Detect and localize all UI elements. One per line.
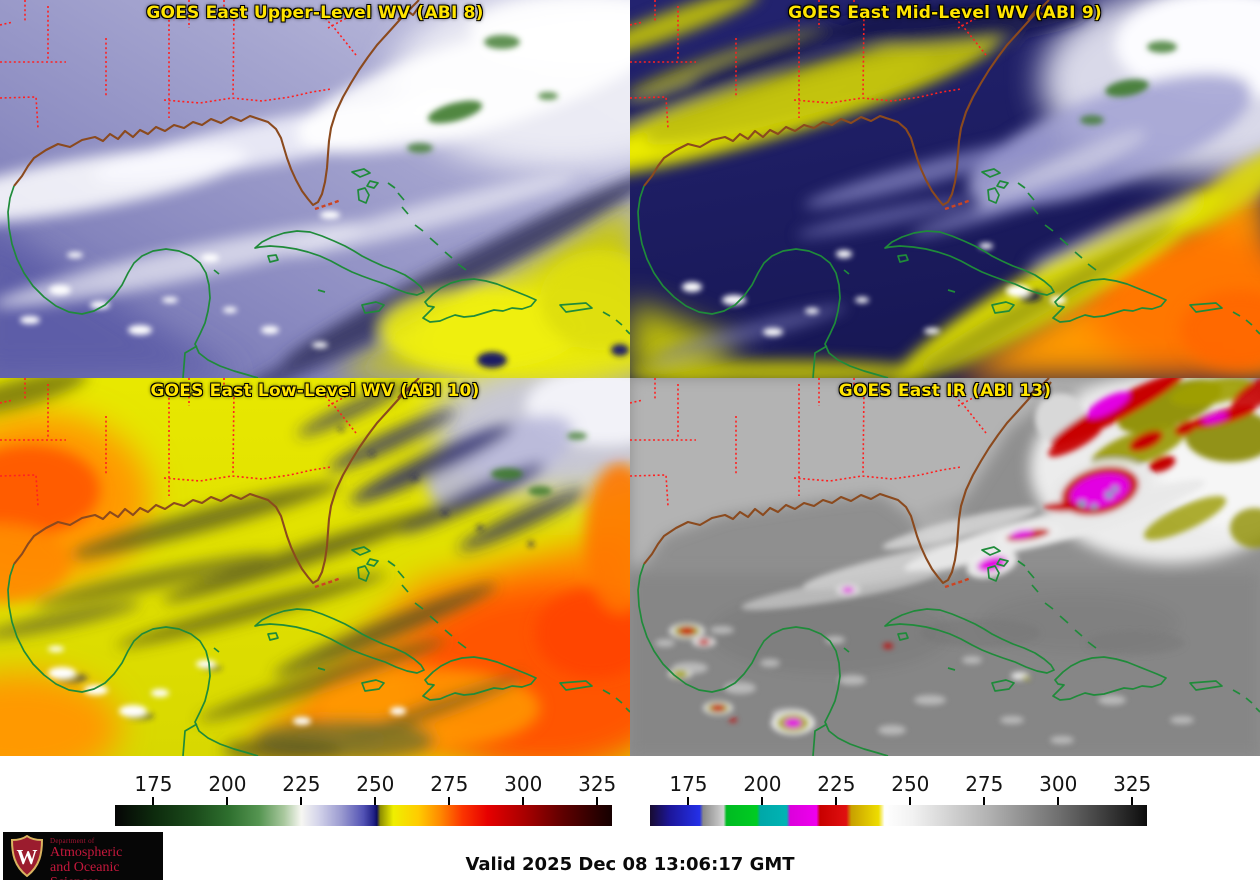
tick-label: 200: [743, 772, 782, 796]
abi10-imagery: [0, 378, 630, 756]
tick-mark: [909, 797, 912, 805]
tick-label: 225: [817, 772, 856, 796]
colorbar-strip: 175 200 225 250 275 300 325 175 200 225 250 275 300…: [0, 756, 1260, 832]
abi13-imagery: [630, 378, 1260, 756]
logo-text: Department of Atmospheric and Oceanic Sc…: [50, 837, 163, 880]
tick-mark: [1057, 797, 1060, 805]
tick-label: 175: [134, 772, 173, 796]
tick-label: 200: [208, 772, 247, 796]
wv-colorbar: 175 200 225 250 275 300 325: [115, 756, 616, 832]
ir-colorbar-tick-marks: [650, 797, 1147, 805]
panel-title-abi13: GOES East IR (ABI 13): [838, 381, 1052, 401]
logo-name-line2: and Oceanic Sciences: [50, 860, 120, 880]
panel-abi10-low-level-wv: GOES East Low-Level WV (ABI 10): [0, 378, 630, 756]
panel-title-abi8: GOES East Upper-Level WV (ABI 8): [146, 3, 484, 23]
tick-label: 300: [1039, 772, 1078, 796]
tick-label: 275: [965, 772, 1004, 796]
tick-mark: [152, 797, 155, 805]
tick-label: 325: [1113, 772, 1152, 796]
footer: W Department of Atmospheric and Oceanic …: [0, 832, 1260, 882]
tick-label: 175: [669, 772, 708, 796]
logo-dept-line: Department of: [50, 837, 95, 845]
tick-label: 225: [282, 772, 321, 796]
panel-title-abi10: GOES East Low-Level WV (ABI 10): [150, 381, 480, 401]
tick-mark: [835, 797, 838, 805]
tick-label: 325: [578, 772, 617, 796]
tick-mark: [300, 797, 303, 805]
panel-abi9-mid-level-wv: GOES East Mid-Level WV (ABI 9): [630, 0, 1260, 378]
abi9-imagery: [630, 0, 1260, 378]
wv-colorbar-gradient: [115, 805, 612, 826]
tick-mark: [761, 797, 764, 805]
wv-colorbar-tick-labels: 175 200 225 250 275 300 325: [115, 772, 616, 796]
valid-timestamp: Valid 2025 Dec 08 13:06:17 GMT: [465, 854, 795, 875]
tick-mark: [226, 797, 229, 805]
panel-title-abi9: GOES East Mid-Level WV (ABI 9): [788, 3, 1102, 23]
ir-colorbar-gradient: [650, 805, 1147, 826]
tick-mark: [374, 797, 377, 805]
tick-label: 300: [504, 772, 543, 796]
svg-text:W: W: [17, 845, 38, 869]
tick-mark: [448, 797, 451, 805]
panel-abi8-upper-level-wv: GOES East Upper-Level WV (ABI 8): [0, 0, 630, 378]
tick-label: 250: [356, 772, 395, 796]
tick-mark: [522, 797, 525, 805]
tick-mark: [983, 797, 986, 805]
tick-mark: [596, 797, 599, 805]
ir-colorbar-tick-labels: 175 200 225 250 275 300 325: [650, 772, 1151, 796]
uw-crest-icon: W: [10, 835, 44, 877]
ir-colorbar: 175 200 225 250 275 300 325: [650, 756, 1151, 832]
uw-aos-logo: W Department of Atmospheric and Oceanic …: [3, 832, 163, 880]
wv-colorbar-tick-marks: [115, 797, 612, 805]
tick-mark: [1131, 797, 1134, 805]
abi8-imagery: [0, 0, 630, 378]
tick-label: 275: [430, 772, 469, 796]
tick-label: 250: [891, 772, 930, 796]
panel-abi13-infrared: GOES East IR (ABI 13): [630, 378, 1260, 756]
logo-name-line1: Atmospheric: [50, 845, 123, 860]
tick-mark: [687, 797, 690, 805]
